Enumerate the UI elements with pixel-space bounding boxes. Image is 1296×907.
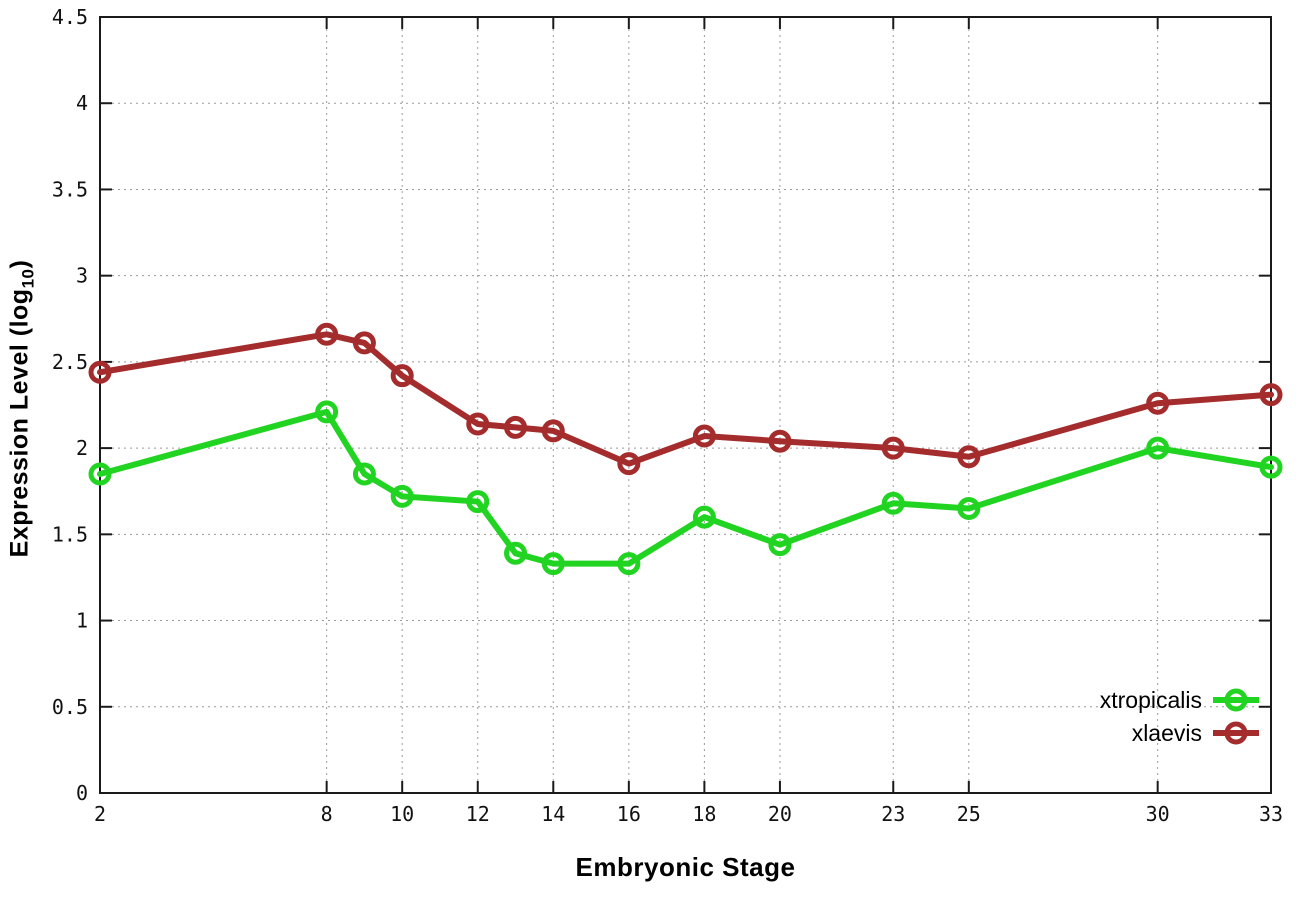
y-tick-label: 3.5 xyxy=(52,177,88,201)
y-tick-label: 3 xyxy=(76,264,88,288)
series-line-xlaevis xyxy=(97,331,1274,467)
data-point-xlaevis xyxy=(1259,383,1283,407)
y-tick-label: 1 xyxy=(76,609,88,633)
x-tick-label: 12 xyxy=(466,802,490,826)
x-tick-label: 23 xyxy=(881,802,905,826)
y-tick-label: 4.5 xyxy=(52,5,88,29)
data-point-xtropicalis xyxy=(315,400,339,424)
y-axis-title-subscript: 10 xyxy=(18,268,38,289)
data-point-xtropicalis xyxy=(504,541,528,565)
y-axis-title-text: Expression Level (log xyxy=(5,288,34,558)
x-axis-title: Embryonic Stage xyxy=(575,852,796,882)
x-tick-label: 10 xyxy=(390,802,414,826)
y-axis-title: Expression Level (log10) xyxy=(6,229,39,589)
data-point-xtropicalis xyxy=(466,490,490,514)
data-point-xlaevis xyxy=(957,445,981,469)
x-tick-label: 14 xyxy=(541,802,565,826)
x-tick-label: 18 xyxy=(692,802,716,826)
data-point-xtropicalis xyxy=(1146,436,1170,460)
data-point-xtropicalis xyxy=(88,462,112,486)
x-tick-label: 30 xyxy=(1146,802,1170,826)
series-line-xtropicalis xyxy=(97,408,1274,567)
data-point-xtropicalis xyxy=(352,462,376,486)
data-point-xtropicalis xyxy=(1259,455,1283,479)
data-point-xtropicalis xyxy=(881,491,905,515)
data-point-xlaevis xyxy=(352,331,376,355)
data-point-xlaevis xyxy=(315,322,339,346)
y-tick-label: 2.5 xyxy=(52,350,88,374)
x-tick-label: 16 xyxy=(617,802,641,826)
x-tick-label: 33 xyxy=(1259,802,1283,826)
data-point-xtropicalis xyxy=(617,552,641,576)
data-point-xtropicalis xyxy=(957,496,981,520)
x-tick-label: 20 xyxy=(768,802,792,826)
legend-item-xlaevis: xlaevis xyxy=(1100,717,1262,749)
data-point-xtropicalis xyxy=(692,505,716,529)
y-tick-label: 2 xyxy=(76,436,88,460)
data-point-xlaevis xyxy=(768,429,792,453)
data-point-xlaevis xyxy=(466,412,490,436)
data-point-xlaevis xyxy=(1146,391,1170,415)
y-tick-label: 4 xyxy=(76,91,88,115)
legend-item-xtropicalis: xtropicalis xyxy=(1100,684,1262,716)
data-point-xlaevis xyxy=(88,360,112,384)
x-tick-label: 25 xyxy=(957,802,981,826)
data-point-xtropicalis xyxy=(541,552,565,576)
x-tick-label: 8 xyxy=(321,802,333,826)
data-point-xtropicalis xyxy=(768,533,792,557)
plot-border xyxy=(99,16,1272,794)
legend: xtropicalis xlaevis xyxy=(1100,684,1262,749)
legend-label-xtropicalis: xtropicalis xyxy=(1099,686,1202,713)
legend-marker-xtropicalis-icon xyxy=(1213,688,1259,712)
y-tick-label: 1.5 xyxy=(52,522,88,546)
x-tick-label: 2 xyxy=(94,802,106,826)
data-point-xlaevis xyxy=(504,415,528,439)
legend-marker-xlaevis-icon xyxy=(1213,721,1259,745)
data-point-xlaevis xyxy=(692,424,716,448)
data-point-xtropicalis xyxy=(390,484,414,508)
data-point-xlaevis xyxy=(881,436,905,460)
y-axis-title-close: ) xyxy=(5,259,34,269)
y-tick-label: 0.5 xyxy=(52,695,88,719)
legend-label-xlaevis: xlaevis xyxy=(1131,719,1202,746)
data-point-xlaevis xyxy=(541,419,565,443)
y-tick-label: 0 xyxy=(76,781,88,805)
data-point-xlaevis xyxy=(390,364,414,388)
data-point-xlaevis xyxy=(617,452,641,476)
